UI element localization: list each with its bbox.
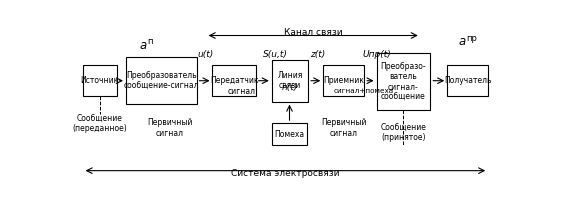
Text: Передатчик: Передатчик [210,76,259,85]
Bar [212,65,256,96]
Text: n(t): n(t) [282,83,298,92]
Text: z(t): z(t) [310,50,325,59]
Bar [272,123,308,145]
Text: u(t): u(t) [198,50,214,59]
Text: Приемник: Приемник [323,76,364,85]
Text: сигнал+помеха: сигнал+помеха [333,88,393,94]
Text: Система электросвязи: Система электросвязи [231,169,340,178]
Text: пр: пр [466,34,477,43]
Text: a: a [139,39,147,52]
Text: Первичный
сигнал: Первичный сигнал [148,118,193,138]
Text: Сообщение
(переданное): Сообщение (переданное) [72,114,128,133]
Bar [82,65,117,96]
Text: a: a [459,35,466,48]
Text: Канал связи: Канал связи [284,28,343,37]
Text: Сообщение
(принятое): Сообщение (принятое) [380,122,426,142]
Text: Источник: Источник [81,76,119,85]
Text: Получатель: Получатель [444,76,492,85]
Text: Преобразо-
ватель
сигнал-
сообщение: Преобразо- ватель сигнал- сообщение [380,62,426,102]
Text: сигнал: сигнал [228,87,256,96]
Bar [323,65,364,96]
Text: Uпр(t): Uпр(t) [362,50,391,59]
Text: п: п [148,37,153,46]
Text: Помеха: Помеха [275,130,305,139]
Bar [376,53,430,110]
Text: Преобразователь
сообщение-сигнал: Преобразователь сообщение-сигнал [123,71,199,90]
Bar [447,65,488,96]
Bar [126,57,196,104]
Text: S(u,t): S(u,t) [263,50,288,59]
Bar [272,60,308,102]
Text: Первичный
сигнал: Первичный сигнал [321,118,366,138]
Text: Линия
связи: Линия связи [278,71,303,90]
